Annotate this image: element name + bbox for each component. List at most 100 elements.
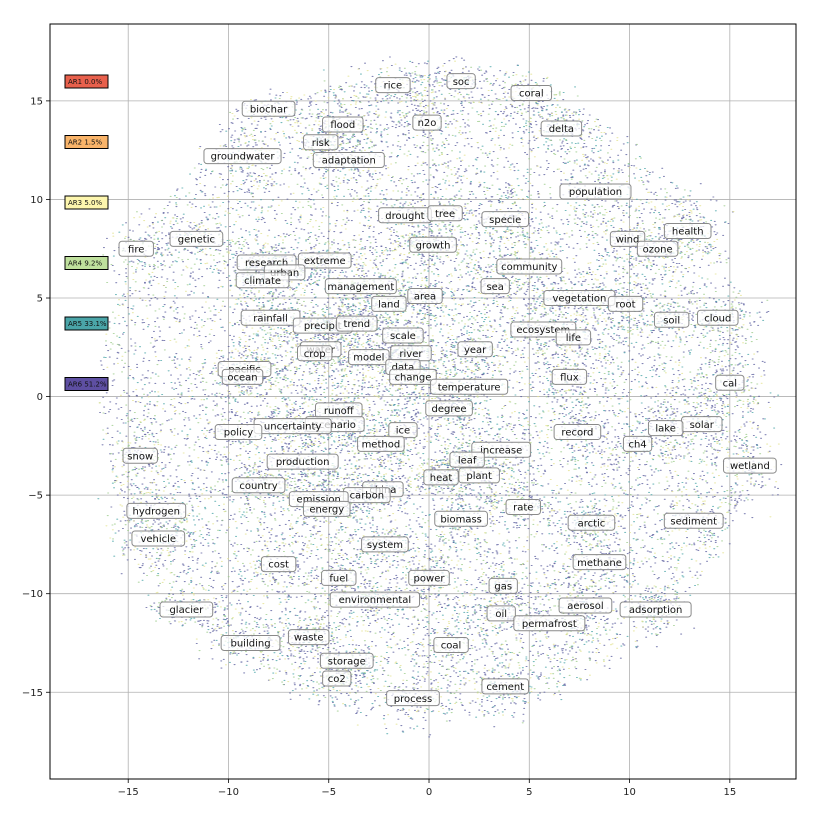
word-label-box bbox=[361, 536, 409, 553]
legend-item: AR1 0.0% bbox=[64, 74, 109, 89]
word-label-text: change bbox=[395, 372, 432, 383]
word-label-box bbox=[329, 591, 421, 608]
word-label-text: biomass bbox=[440, 514, 482, 525]
y-tick-label: 5 bbox=[37, 294, 43, 305]
word-label-text: heat bbox=[430, 473, 453, 484]
word-label-box bbox=[496, 258, 563, 275]
word-label-text: model bbox=[353, 353, 384, 364]
word-label: oil bbox=[486, 605, 516, 622]
word-label-box bbox=[433, 636, 469, 653]
word-label-text: oil bbox=[495, 609, 507, 620]
word-label-text: sea bbox=[486, 282, 504, 293]
word-label-box bbox=[513, 615, 586, 632]
word-label: rice bbox=[375, 77, 411, 94]
word-label-box bbox=[434, 510, 488, 527]
word-label-text: cloud bbox=[704, 313, 731, 324]
word-label-text: flood bbox=[330, 120, 355, 131]
word-label-box bbox=[427, 205, 463, 222]
word-label-box bbox=[622, 435, 653, 452]
word-label: rainfall bbox=[240, 309, 301, 326]
legend-swatch bbox=[64, 316, 109, 331]
word-label-text: solar bbox=[690, 420, 715, 431]
word-label-box bbox=[486, 605, 516, 622]
word-label-box bbox=[510, 84, 553, 101]
word-label-box bbox=[260, 556, 297, 573]
word-label-text: growth bbox=[416, 240, 451, 251]
x-tick-label: −5 bbox=[321, 787, 336, 798]
word-label: method bbox=[357, 435, 405, 452]
word-label: snow bbox=[122, 447, 158, 464]
word-label-box bbox=[322, 116, 364, 133]
legend-swatch bbox=[64, 377, 109, 391]
word-label-text: runoff bbox=[324, 406, 355, 417]
word-label-text: biochar bbox=[250, 104, 288, 115]
word-label: gas bbox=[488, 577, 518, 594]
x-tick-label: 10 bbox=[623, 787, 636, 798]
legend-label: AR2 1.5% bbox=[68, 139, 102, 147]
word-label-box bbox=[555, 329, 592, 346]
word-label: area bbox=[407, 288, 443, 305]
word-label-text: wind bbox=[616, 234, 640, 245]
word-label: co2 bbox=[322, 670, 352, 687]
word-label-text: sediment bbox=[670, 516, 717, 527]
word-label-text: life bbox=[566, 333, 581, 344]
word-label-text: waste bbox=[294, 633, 324, 644]
word-label-text: area bbox=[414, 292, 436, 303]
word-label-text: rainfall bbox=[253, 313, 288, 324]
word-label-box bbox=[303, 134, 339, 151]
word-label-text: fire bbox=[128, 244, 144, 255]
word-label-box bbox=[409, 236, 457, 253]
word-label-text: glacier bbox=[169, 605, 204, 616]
word-label-text: rice bbox=[384, 81, 403, 92]
word-label-box bbox=[220, 634, 281, 651]
word-label: energy bbox=[302, 500, 351, 517]
word-label: growth bbox=[409, 236, 457, 253]
word-label-box bbox=[540, 120, 583, 137]
word-label-box bbox=[607, 295, 644, 312]
y-tick-label: 0 bbox=[37, 392, 43, 403]
word-label: fuel bbox=[321, 569, 357, 586]
word-label-text: emission bbox=[297, 495, 341, 506]
word-label: building bbox=[220, 634, 281, 651]
word-label: delta bbox=[540, 120, 583, 137]
word-label-box bbox=[723, 457, 777, 474]
word-label-box bbox=[203, 148, 282, 165]
word-label: coral bbox=[510, 84, 553, 101]
word-label-box bbox=[118, 240, 154, 257]
word-label: population bbox=[559, 183, 632, 200]
word-label-box bbox=[324, 278, 397, 295]
word-label-box bbox=[382, 327, 424, 344]
word-label: sea bbox=[480, 278, 510, 295]
word-label-text: precipit bbox=[304, 321, 342, 332]
y-tick-label: −5 bbox=[28, 491, 43, 502]
word-label-box bbox=[322, 670, 352, 687]
word-label: community bbox=[496, 258, 563, 275]
word-label-text: data bbox=[392, 363, 415, 374]
word-label: power bbox=[408, 569, 450, 586]
word-label-box bbox=[457, 341, 493, 358]
word-label: arctic bbox=[567, 514, 616, 531]
word-label-text: increase bbox=[480, 445, 522, 456]
legend-label: AR3 5.0% bbox=[68, 199, 102, 207]
word-label: scale bbox=[382, 327, 424, 344]
word-label: ice bbox=[388, 422, 418, 439]
word-label-text: ch4 bbox=[628, 439, 646, 450]
word-label-text: arctic bbox=[578, 518, 606, 529]
word-label-box bbox=[412, 114, 442, 131]
word-label-box bbox=[446, 73, 476, 90]
word-label-text: management bbox=[327, 282, 394, 293]
word-label-box bbox=[169, 230, 224, 247]
word-label-text: ice bbox=[396, 426, 410, 437]
word-label: runoff bbox=[314, 402, 363, 419]
word-label: groundwater bbox=[203, 148, 282, 165]
word-label-box bbox=[159, 601, 214, 618]
word-label-box bbox=[297, 252, 352, 269]
word-label-text: environmental bbox=[339, 595, 412, 606]
word-label-text: risk bbox=[312, 138, 330, 149]
word-label-text: co2 bbox=[328, 674, 346, 685]
word-label-box bbox=[505, 498, 541, 515]
word-label-text: groundwater bbox=[211, 152, 276, 163]
word-label-text: methane bbox=[577, 558, 622, 569]
legend-label: AR6 51.2% bbox=[68, 381, 107, 389]
word-label-text: record bbox=[561, 428, 593, 439]
